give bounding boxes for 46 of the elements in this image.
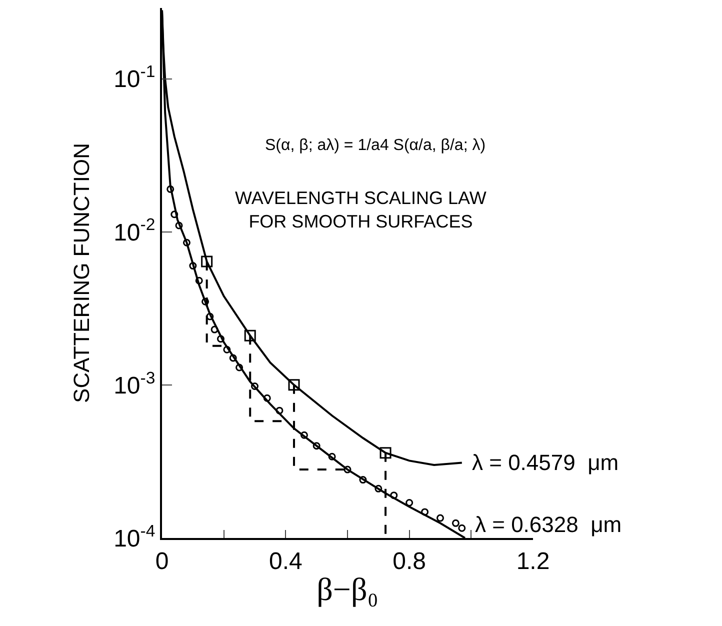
y-axis-title: SCATTERING FUNCTION bbox=[68, 143, 94, 403]
point bbox=[359, 476, 367, 484]
point bbox=[251, 382, 258, 390]
point bbox=[328, 452, 336, 460]
x-tick-label: 0.4 bbox=[268, 548, 302, 575]
point bbox=[189, 262, 197, 270]
point bbox=[223, 346, 231, 354]
point bbox=[263, 394, 271, 402]
point bbox=[229, 354, 237, 362]
point bbox=[182, 238, 190, 246]
point bbox=[216, 335, 224, 343]
point bbox=[458, 524, 466, 532]
point bbox=[374, 484, 382, 492]
point bbox=[390, 492, 398, 500]
point bbox=[300, 431, 308, 439]
point bbox=[202, 298, 210, 306]
point bbox=[210, 326, 218, 334]
point bbox=[288, 379, 300, 391]
point bbox=[244, 330, 256, 342]
annotation: S(α, β; aλ) = 1/a4 S(α/a, β/a; λ) bbox=[265, 137, 486, 154]
annotation: WAVELENGTH SCALING LAW FOR SMOOTH SURFACES bbox=[235, 188, 486, 232]
y-tick-label: 10$^{-4}$ bbox=[114, 521, 156, 552]
x-axis-title: β−β₀ bbox=[316, 571, 378, 608]
point bbox=[421, 508, 429, 516]
point bbox=[166, 185, 174, 193]
y-tick-label: 10$^{-3}$ bbox=[114, 368, 156, 400]
point bbox=[436, 514, 444, 522]
point bbox=[201, 256, 213, 268]
point bbox=[236, 364, 244, 372]
point bbox=[195, 276, 203, 284]
x-tick-label: 1.2 bbox=[516, 548, 550, 575]
point bbox=[276, 406, 284, 414]
y-tick-label: 10$^{-1}$ bbox=[114, 62, 156, 94]
point bbox=[312, 442, 320, 450]
point bbox=[175, 222, 183, 230]
series-label: λ = 0.6328 μm bbox=[475, 512, 622, 537]
point bbox=[452, 519, 460, 527]
point bbox=[380, 447, 392, 459]
point bbox=[406, 498, 414, 506]
point bbox=[206, 312, 214, 320]
point bbox=[344, 466, 352, 474]
x-tick-label: 0 bbox=[155, 548, 169, 575]
x-tick-label: 0.8 bbox=[392, 548, 426, 575]
series-label: λ = 0.4579 μm bbox=[472, 450, 619, 475]
point bbox=[170, 210, 178, 218]
y-tick-label: 10$^{-2}$ bbox=[114, 215, 156, 246]
